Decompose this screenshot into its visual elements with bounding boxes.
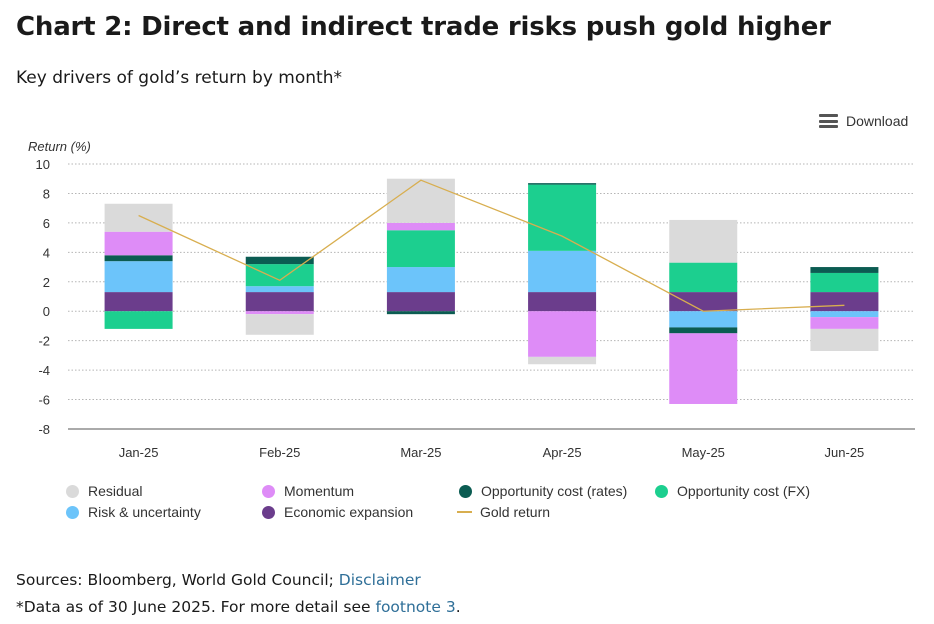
bar-segment	[104, 292, 173, 312]
x-tick-label: May-25	[682, 445, 725, 460]
footnote-link[interactable]: footnote 3	[375, 598, 456, 616]
bar-segment	[386, 292, 455, 312]
bar-segment	[386, 311, 455, 315]
legend-item-momentum[interactable]: Momentum	[262, 483, 354, 499]
download-button[interactable]: Download	[819, 113, 908, 129]
download-label: Download	[846, 113, 909, 129]
chart-legend: Residual Momentum Opportunity cost (rate…	[66, 483, 866, 527]
chart-title: Chart 2: Direct and indirect trade risks…	[16, 12, 831, 42]
legend-label: Momentum	[284, 483, 355, 499]
bar-segment	[386, 222, 455, 231]
bar-segment	[245, 264, 314, 287]
bar-segment	[104, 255, 173, 262]
legend-item-economic-expansion[interactable]: Economic expansion	[262, 504, 413, 520]
bar-segment	[810, 311, 879, 318]
y-tick-label: 0	[43, 304, 50, 319]
bar-segment	[386, 230, 455, 268]
legend-swatch	[66, 505, 79, 519]
y-tick-label: -4	[38, 363, 50, 378]
bar-segment	[669, 327, 738, 334]
bar-segment	[669, 262, 738, 293]
legend-label: Opportunity cost (rates)	[481, 483, 628, 499]
legend-label: Gold return	[480, 504, 551, 520]
y-tick-label: 4	[43, 245, 50, 260]
y-tick-label: 6	[43, 216, 50, 231]
y-tick-label: 10	[36, 157, 50, 172]
legend-item-opportunity-cost-rates[interactable]: Opportunity cost (rates)	[459, 483, 627, 499]
bar-segment	[669, 292, 738, 312]
bar-segment	[810, 267, 879, 273]
bar-segment	[245, 292, 314, 312]
legend-swatch	[655, 484, 668, 498]
bar-segment	[528, 250, 597, 293]
sources-note: Sources: Bloomberg, World Gold Council; …	[16, 571, 421, 589]
disclaimer-link[interactable]: Disclaimer	[338, 571, 421, 589]
legend-label: Opportunity cost (FX)	[677, 483, 811, 499]
bar-segment	[104, 203, 173, 232]
bar-segment	[669, 333, 738, 404]
x-tick-label: Jun-25	[825, 445, 865, 460]
legend-label: Economic expansion	[284, 504, 414, 520]
bar-segment	[245, 314, 314, 335]
bar-segment	[528, 183, 597, 185]
bar-segment	[810, 328, 879, 351]
y-tick-label: -6	[38, 393, 50, 408]
x-tick-label: Jan-25	[119, 445, 159, 460]
x-tick-label: Feb-25	[259, 445, 300, 460]
legend-swatch	[459, 484, 472, 498]
bar-segment	[528, 311, 597, 357]
legend-swatch	[66, 484, 79, 498]
x-tick-label: Apr-25	[543, 445, 582, 460]
bar-segment	[810, 292, 879, 312]
y-tick-label: -2	[38, 334, 50, 349]
y-tick-label: 8	[43, 186, 50, 201]
legend-swatch	[457, 511, 472, 513]
legend-label: Risk & uncertainty	[88, 504, 201, 520]
y-tick-label: -8	[38, 422, 50, 437]
bar-segment	[245, 256, 314, 265]
legend-label: Residual	[88, 483, 143, 499]
legend-item-risk-uncertainty[interactable]: Risk & uncertainty	[66, 504, 201, 520]
bar-segment	[386, 267, 455, 293]
legend-item-opportunity-cost-fx[interactable]: Opportunity cost (FX)	[655, 483, 810, 499]
chart-subtitle: Key drivers of gold’s return by month*	[16, 68, 342, 88]
note-suffix: .	[455, 598, 461, 616]
legend-item-residual[interactable]: Residual	[66, 483, 142, 499]
bar-segment	[528, 356, 597, 365]
gold-return-line	[138, 179, 845, 312]
chart-plot: Return (%) 10 8 6 4 2 0 -2 -4 -6 -8 Jan-25 Feb-25 Mar…	[28, 139, 915, 460]
bar-segment	[104, 231, 173, 256]
x-tick-label: Mar-25	[400, 445, 441, 460]
bar-segment	[810, 317, 879, 329]
sources-text: Sources: Bloomberg, World Gold Council;	[16, 571, 339, 589]
bar-segment	[528, 184, 597, 251]
bar-segment	[245, 311, 314, 315]
bar-segment	[104, 311, 173, 329]
y-axis-label: Return (%)	[28, 139, 91, 154]
data-note: *Data as of 30 June 2025. For more detai…	[16, 598, 461, 616]
legend-swatch	[262, 484, 275, 498]
legend-swatch	[262, 505, 275, 519]
bar-segment	[104, 261, 173, 293]
bar-segment	[669, 311, 738, 328]
legend-item-gold-return[interactable]: Gold return	[457, 504, 550, 520]
menu-icon	[819, 114, 838, 128]
bar-segment	[810, 272, 879, 293]
bar-segment	[245, 286, 314, 293]
bar-segment	[669, 219, 738, 263]
note-text: *Data as of 30 June 2025. For more detai…	[16, 598, 376, 616]
y-tick-label: 2	[43, 275, 50, 290]
bar-segment	[528, 292, 597, 312]
bar-segment	[386, 178, 455, 223]
